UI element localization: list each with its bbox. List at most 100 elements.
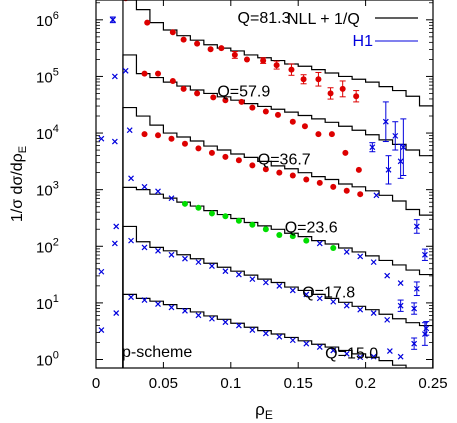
y-tick-label: 101 — [36, 293, 59, 313]
data-point — [413, 281, 420, 297]
data-point — [128, 294, 134, 301]
data-point — [342, 149, 349, 156]
data-point — [111, 240, 118, 247]
data-point — [182, 307, 188, 314]
data-point — [276, 282, 283, 289]
data-point — [194, 40, 201, 47]
data-point — [276, 333, 283, 340]
data-point — [330, 183, 337, 190]
data-point — [141, 297, 148, 303]
data-point — [126, 127, 133, 134]
data-point — [235, 271, 242, 278]
data-point — [303, 291, 310, 298]
legend: NLL + 1/Q H1 — [287, 11, 418, 50]
plot-frame — [95, 0, 434, 369]
data-point — [195, 259, 202, 266]
data-point — [141, 244, 148, 251]
data-point — [262, 226, 269, 233]
x-tick-label: 0 — [92, 375, 100, 392]
data-point — [181, 200, 188, 207]
data-point — [141, 183, 148, 190]
data-point — [169, 29, 176, 36]
data-point — [155, 188, 161, 195]
theory-curve-5 — [122, 225, 433, 368]
data-point — [357, 354, 364, 361]
data-point — [235, 157, 242, 164]
data-point — [330, 298, 337, 305]
series-label: Q=17.8 — [302, 285, 355, 302]
data-point — [222, 153, 229, 160]
data-point — [357, 306, 364, 313]
data-point — [180, 36, 187, 43]
data-point — [128, 237, 134, 244]
scheme-annotation: p-scheme — [122, 344, 192, 361]
data-point — [382, 101, 389, 143]
data-point — [276, 231, 283, 238]
data-point — [343, 350, 350, 357]
data-point — [141, 131, 148, 138]
data-point — [113, 223, 120, 230]
data-point — [168, 251, 175, 258]
x-tick-label: 0.25 — [418, 375, 447, 392]
data-point — [385, 155, 392, 185]
data-point — [343, 249, 350, 255]
data-point — [195, 312, 202, 319]
data-point — [303, 176, 310, 183]
theory-curve-3 — [122, 106, 433, 368]
data-point — [397, 353, 404, 360]
data-point — [231, 51, 238, 59]
y-tick-label: 102 — [36, 236, 59, 256]
data-point — [327, 87, 334, 100]
data-point — [369, 142, 376, 153]
data-point — [276, 169, 283, 176]
data-point — [316, 344, 323, 350]
data-point — [222, 97, 229, 104]
data-point — [262, 108, 269, 115]
data-point — [400, 118, 407, 177]
data-point — [155, 70, 162, 77]
data-point — [207, 46, 214, 53]
data-point — [249, 327, 256, 333]
data-point — [182, 255, 188, 262]
y-tick-label: 104 — [36, 123, 59, 143]
series-label: Q=81.3 — [238, 10, 291, 27]
data-point — [208, 210, 215, 217]
data-point — [392, 121, 399, 151]
data-point — [98, 135, 105, 142]
data-point — [411, 337, 418, 350]
data-point — [328, 131, 335, 138]
data-point — [155, 247, 161, 254]
data-point — [222, 213, 229, 220]
data-point — [111, 138, 118, 145]
x-tick-label: 0.2 — [355, 375, 376, 392]
data-point — [111, 73, 118, 80]
y-axis-label: 1/σ dσ/dρE — [9, 146, 29, 222]
data-point — [168, 304, 175, 311]
data-point — [386, 348, 393, 354]
data-point — [98, 268, 105, 275]
legend-label-theory: NLL + 1/Q — [287, 11, 360, 28]
x-tick-label: 0.15 — [284, 375, 313, 392]
data-point — [289, 233, 296, 240]
data-point — [411, 302, 418, 315]
data-point — [384, 316, 391, 323]
x-tick-label: 0.05 — [149, 375, 178, 392]
y-tick-label: 103 — [36, 180, 59, 200]
data-point — [141, 70, 148, 77]
data-point — [262, 166, 269, 173]
data-point — [98, 327, 105, 333]
data-point — [343, 187, 350, 194]
data-point — [421, 248, 428, 261]
data-point — [109, 16, 116, 24]
x-axis-label: ρE — [255, 400, 273, 422]
data-point — [181, 140, 188, 147]
data-point — [218, 45, 225, 52]
y-tick-label: 100 — [36, 350, 59, 370]
data-point — [289, 118, 296, 125]
data-point — [122, 67, 129, 74]
y-tick-label: 106 — [36, 10, 59, 30]
data-point — [260, 57, 267, 64]
legend-label-data: H1 — [353, 33, 374, 50]
data-point — [339, 80, 346, 98]
data-point — [249, 104, 256, 111]
